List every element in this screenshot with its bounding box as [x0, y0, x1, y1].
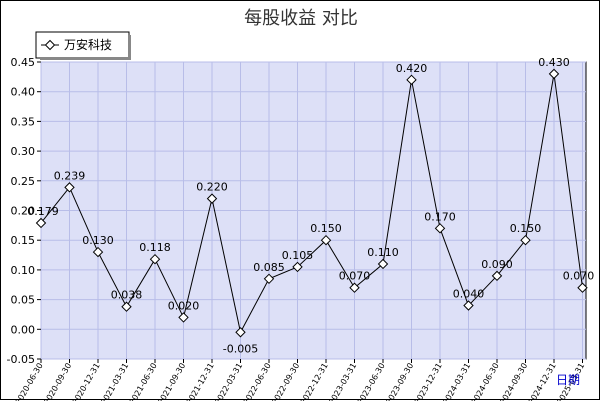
y-tick-label: 0.35 — [11, 115, 36, 128]
data-label: 0.038 — [111, 289, 143, 302]
x-tick-label: 2023-03-31 — [327, 362, 358, 401]
data-label: 0.170 — [424, 210, 456, 223]
data-label: -0.005 — [223, 342, 258, 355]
chart-title: 每股收益 对比 — [244, 8, 358, 29]
x-tick-label: 2024-12-31 — [527, 362, 558, 401]
data-label: 0.020 — [168, 299, 200, 312]
data-label: 0.070 — [339, 270, 371, 283]
data-label: 0.430 — [538, 56, 570, 69]
x-tick-label: 2024-06-30 — [470, 362, 501, 401]
data-label: 0.150 — [510, 222, 542, 235]
data-label: 0.110 — [367, 246, 399, 259]
x-tick-label: 2022-12-31 — [299, 362, 330, 401]
x-axis: 2020-06-302020-09-302020-12-312021-03-31… — [14, 359, 587, 401]
x-tick-label: 2020-12-31 — [71, 362, 102, 401]
data-label: 0.239 — [54, 169, 86, 182]
x-tick-label: 2021-03-31 — [99, 362, 130, 401]
data-label: 0.090 — [481, 258, 513, 271]
x-tick-label: 2021-12-31 — [185, 362, 216, 401]
data-label: 0.105 — [282, 249, 314, 262]
y-tick-label: -0.05 — [7, 353, 35, 366]
x-tick-label: 2023-06-30 — [356, 362, 387, 401]
y-tick-label: 0.10 — [11, 264, 36, 277]
x-tick-label: 2021-06-30 — [128, 362, 159, 401]
data-label: 0.420 — [396, 62, 428, 75]
data-label: 0.220 — [196, 181, 228, 194]
data-label: 0.040 — [453, 288, 485, 301]
x-tick-label: 2021-09-30 — [156, 362, 187, 401]
data-label: 0.085 — [253, 261, 285, 274]
data-label: 0.150 — [310, 222, 342, 235]
data-label: 0.118 — [139, 241, 171, 254]
x-tick-label: 2024-03-31 — [441, 362, 472, 401]
data-label: 0.070 — [563, 270, 595, 283]
x-tick-label: 2022-06-30 — [242, 362, 273, 401]
y-tick-label: 0.05 — [11, 294, 36, 307]
y-tick-label: 0.15 — [11, 234, 36, 247]
x-axis-title: 日期 — [556, 373, 580, 387]
legend-shadow-side — [128, 35, 131, 60]
legend-label: 万安科技 — [64, 37, 112, 52]
x-tick-label: 2020-09-30 — [42, 362, 73, 401]
data-label: 0.179 — [27, 205, 59, 218]
y-tick-label: 0.00 — [11, 323, 36, 336]
x-tick-label: 2022-09-30 — [270, 362, 301, 401]
legend: 万安科技 — [36, 32, 131, 60]
y-tick-label: 0.30 — [11, 145, 36, 158]
y-tick-label: 0.45 — [11, 56, 36, 69]
y-tick-label: 0.25 — [11, 175, 36, 188]
legend-shadow — [40, 57, 130, 60]
x-tick-label: 2020-06-30 — [14, 362, 45, 401]
x-tick-label: 2023-09-30 — [384, 362, 415, 401]
x-tick-label: 2022-03-31 — [213, 362, 244, 401]
data-label: 0.130 — [82, 234, 114, 247]
y-tick-label: 0.40 — [11, 86, 36, 99]
x-tick-label: 2024-09-30 — [498, 362, 529, 401]
x-tick-label: 2023-12-31 — [413, 362, 444, 401]
